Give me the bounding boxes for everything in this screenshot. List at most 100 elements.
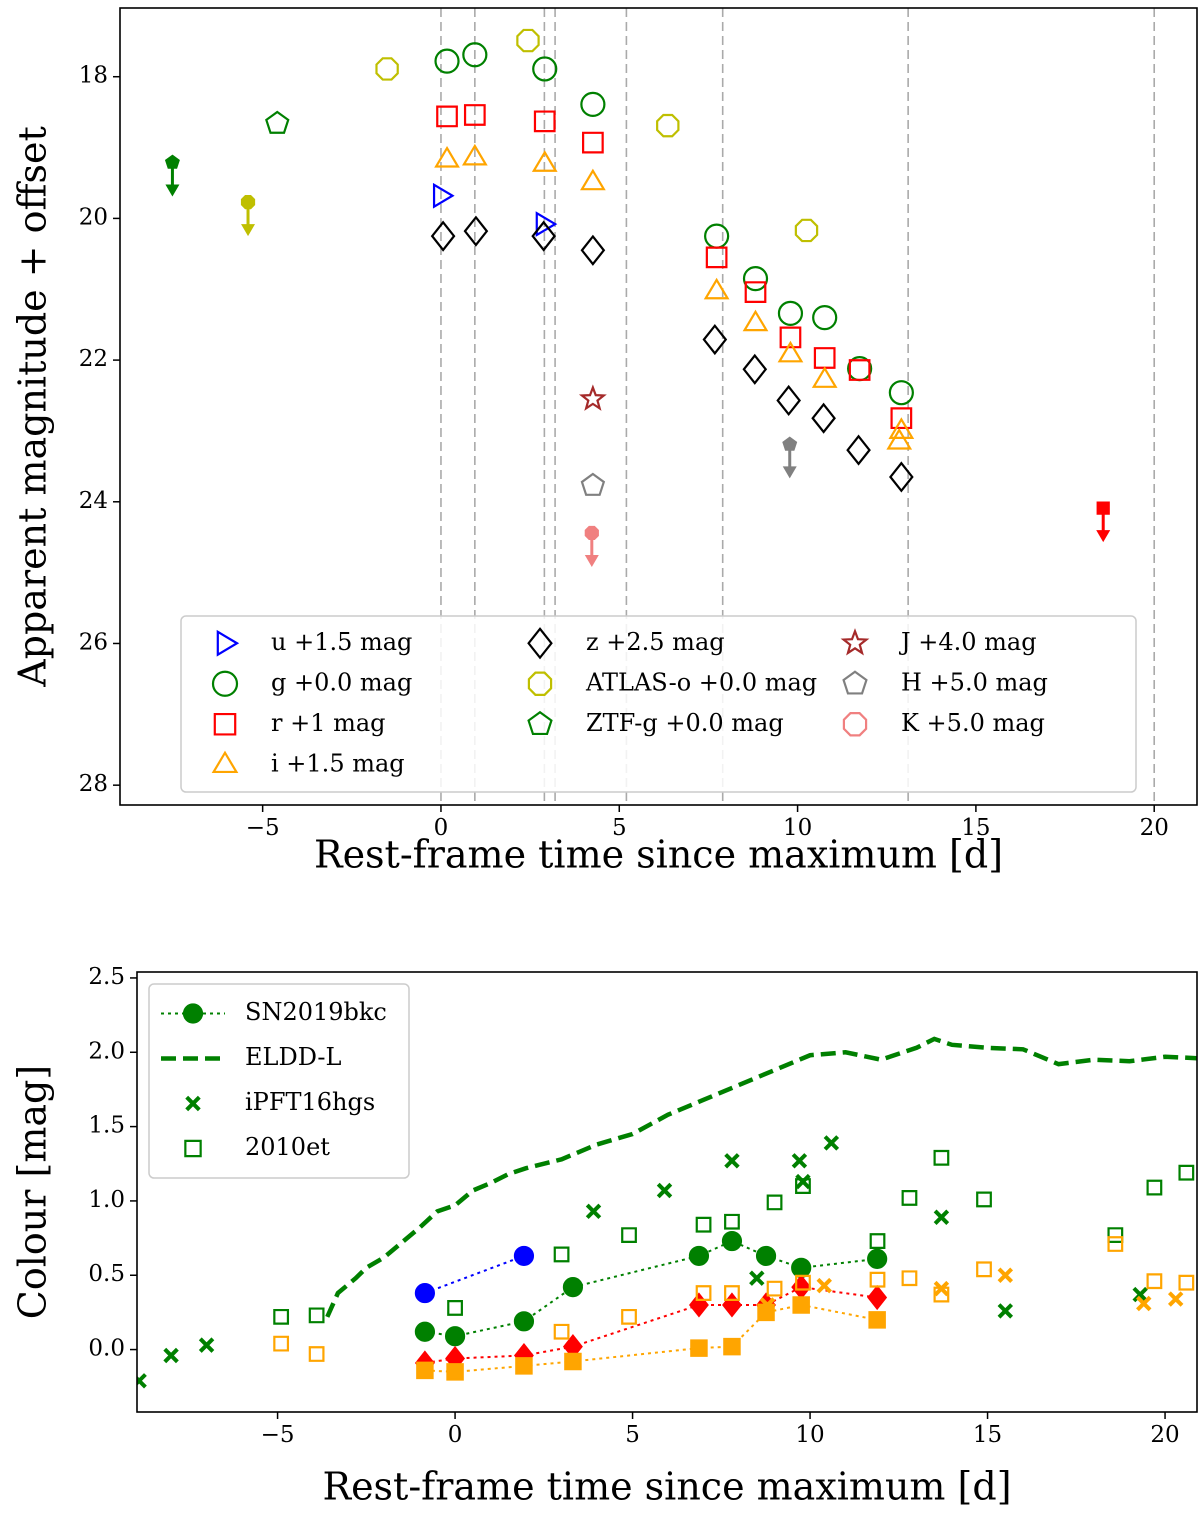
data-point xyxy=(513,1245,535,1267)
limit-arrowhead xyxy=(165,184,180,197)
legend-box xyxy=(148,983,410,1179)
data-point xyxy=(308,1346,325,1362)
data-point xyxy=(432,182,455,209)
data-point xyxy=(461,143,488,166)
data-point xyxy=(811,402,836,434)
legend-marker xyxy=(527,671,553,696)
data-point xyxy=(795,1178,811,1194)
legend: SN2019bkc ELDD-L iPFT16hgs 2010et xyxy=(148,983,410,1179)
data-point xyxy=(976,1261,992,1278)
model-line xyxy=(325,1036,1197,1318)
data-point xyxy=(446,1363,464,1381)
data-point xyxy=(721,1230,743,1252)
legend-label: SN2019bkc xyxy=(245,998,387,1026)
data-point xyxy=(1107,1236,1124,1252)
data-point xyxy=(868,1311,886,1329)
data-point xyxy=(795,1173,811,1190)
data-point xyxy=(308,1307,325,1324)
data-point xyxy=(580,91,606,117)
data-point xyxy=(997,1267,1014,1283)
data-point xyxy=(578,384,607,411)
data-point xyxy=(795,1274,811,1291)
data-point xyxy=(816,1277,832,1294)
data-point xyxy=(869,1271,886,1288)
data-point xyxy=(447,1300,463,1316)
x-tick-label: 20 xyxy=(1150,1422,1179,1448)
data-point xyxy=(901,1190,918,1206)
data-point xyxy=(688,1292,709,1318)
data-point xyxy=(414,1321,435,1342)
data-point xyxy=(779,326,802,349)
data-point xyxy=(444,1326,466,1347)
data-point xyxy=(1146,1273,1163,1290)
data-point xyxy=(791,1257,812,1278)
data-point xyxy=(1132,1286,1148,1303)
data-point xyxy=(430,220,456,252)
legend-marker xyxy=(840,628,870,656)
data-point xyxy=(1167,1291,1184,1307)
y-tick-label: 26 xyxy=(79,629,108,655)
data-point xyxy=(163,1347,179,1364)
y-tick-label: 0.5 xyxy=(88,1261,125,1287)
legend-marker xyxy=(216,629,240,657)
y-tick-label: 22 xyxy=(79,346,108,372)
legend-marker xyxy=(182,1003,204,1024)
data-point xyxy=(766,1280,783,1297)
limit-arrowhead xyxy=(584,554,599,567)
y-tick-label: 20 xyxy=(79,204,108,230)
x-tick-label: 0 xyxy=(448,1422,463,1448)
x-tick-label: −5 xyxy=(261,1422,295,1448)
data-point xyxy=(621,1227,637,1244)
data-point xyxy=(1146,1179,1163,1196)
chart: −5 0 5 10 15 20 18 20 22 24 26 28 Rest-frame time si… xyxy=(11,7,1198,877)
plot-area xyxy=(164,8,1156,805)
y-tick-label: 18 xyxy=(79,63,108,89)
data-point xyxy=(933,1209,950,1225)
data-point xyxy=(375,57,399,81)
x-tick-label: −5 xyxy=(246,815,280,841)
data-point xyxy=(792,1296,810,1314)
x-axis-label: Rest-frame time since maximum [d] xyxy=(314,833,1003,877)
y-tick-label: 1.0 xyxy=(88,1187,125,1213)
data-point xyxy=(580,234,606,266)
data-point xyxy=(198,1337,215,1353)
data-point xyxy=(463,215,489,247)
x-tick-label: 10 xyxy=(795,1422,824,1448)
data-point xyxy=(766,1194,783,1211)
connector-line xyxy=(424,1254,525,1295)
data-point xyxy=(515,1357,533,1375)
data-point xyxy=(976,1191,992,1208)
data-point xyxy=(890,407,913,430)
y-axis-label: Apparent magnitude + offset xyxy=(11,126,55,688)
data-point xyxy=(564,1352,582,1371)
legend-label: z +2.5 mag xyxy=(586,628,725,656)
data-point xyxy=(695,1216,712,1233)
data-point xyxy=(580,472,606,496)
upper-limit xyxy=(782,436,798,451)
data-point xyxy=(553,1246,570,1263)
data-point xyxy=(582,131,604,154)
data-point xyxy=(436,105,458,128)
data-point xyxy=(749,1270,765,1286)
data-point xyxy=(901,1270,918,1287)
data-point xyxy=(777,300,804,326)
x-tick-label: 15 xyxy=(961,815,990,841)
data-point xyxy=(703,277,730,300)
x-tick-label: 20 xyxy=(1140,815,1169,841)
data-point xyxy=(265,110,290,134)
data-point xyxy=(137,1373,147,1389)
plot-area xyxy=(137,1036,1197,1389)
legend-label: H +5.0 mag xyxy=(901,668,1048,696)
legend-label: K +5.0 mag xyxy=(901,709,1045,737)
legend-label: iPFT16hgs xyxy=(245,1088,375,1116)
data-point xyxy=(742,309,769,332)
axes-frame xyxy=(136,971,1198,1413)
legend-marker xyxy=(527,710,553,736)
data-point xyxy=(414,1282,435,1304)
chart: −5 0 5 10 15 20 0.0 0.5 1.0 1.5 2.0 2.5 Rest-frame t… xyxy=(11,964,1198,1509)
legend-marker xyxy=(842,712,868,737)
limit-arrowhead xyxy=(241,224,256,237)
data-point xyxy=(724,1285,740,1301)
axes-frame xyxy=(119,7,1198,806)
